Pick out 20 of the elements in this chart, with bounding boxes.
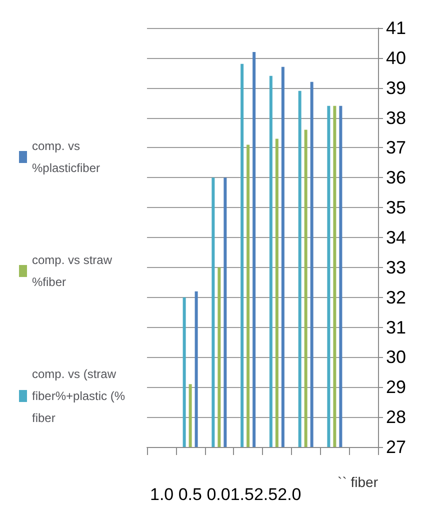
y-tick-label: 33 [386, 257, 406, 278]
legend-label: comp. vs straw %fiber [32, 253, 116, 289]
x-axis-title: `` fiber [338, 474, 378, 490]
legend-label: comp. vs (straw fiber%+plastic (% fiber [32, 367, 128, 425]
y-tick-label: 28 [386, 407, 406, 428]
y-tick-label: 35 [386, 198, 406, 218]
y-tick-label: 37 [386, 138, 406, 158]
y-tick-label: 39 [386, 78, 406, 98]
y-tick-label: 31 [386, 317, 406, 338]
y-tick-label: 32 [386, 287, 406, 308]
y-tick-label: 27 [386, 437, 406, 457]
y-tick-label: 34 [386, 228, 406, 248]
y-tick-label: 30 [386, 347, 406, 368]
y-tick-label: 38 [386, 108, 406, 128]
text: 1.0 0.5 0.01.52.52.0 [150, 485, 302, 504]
y-tick-label: 36 [386, 168, 406, 188]
y-tick-label: 41 [386, 18, 406, 38]
y-tick-label: 40 [386, 48, 406, 68]
y-tick-label: 29 [386, 377, 406, 398]
legend-label: comp. vs %plasticfiber [32, 139, 100, 175]
